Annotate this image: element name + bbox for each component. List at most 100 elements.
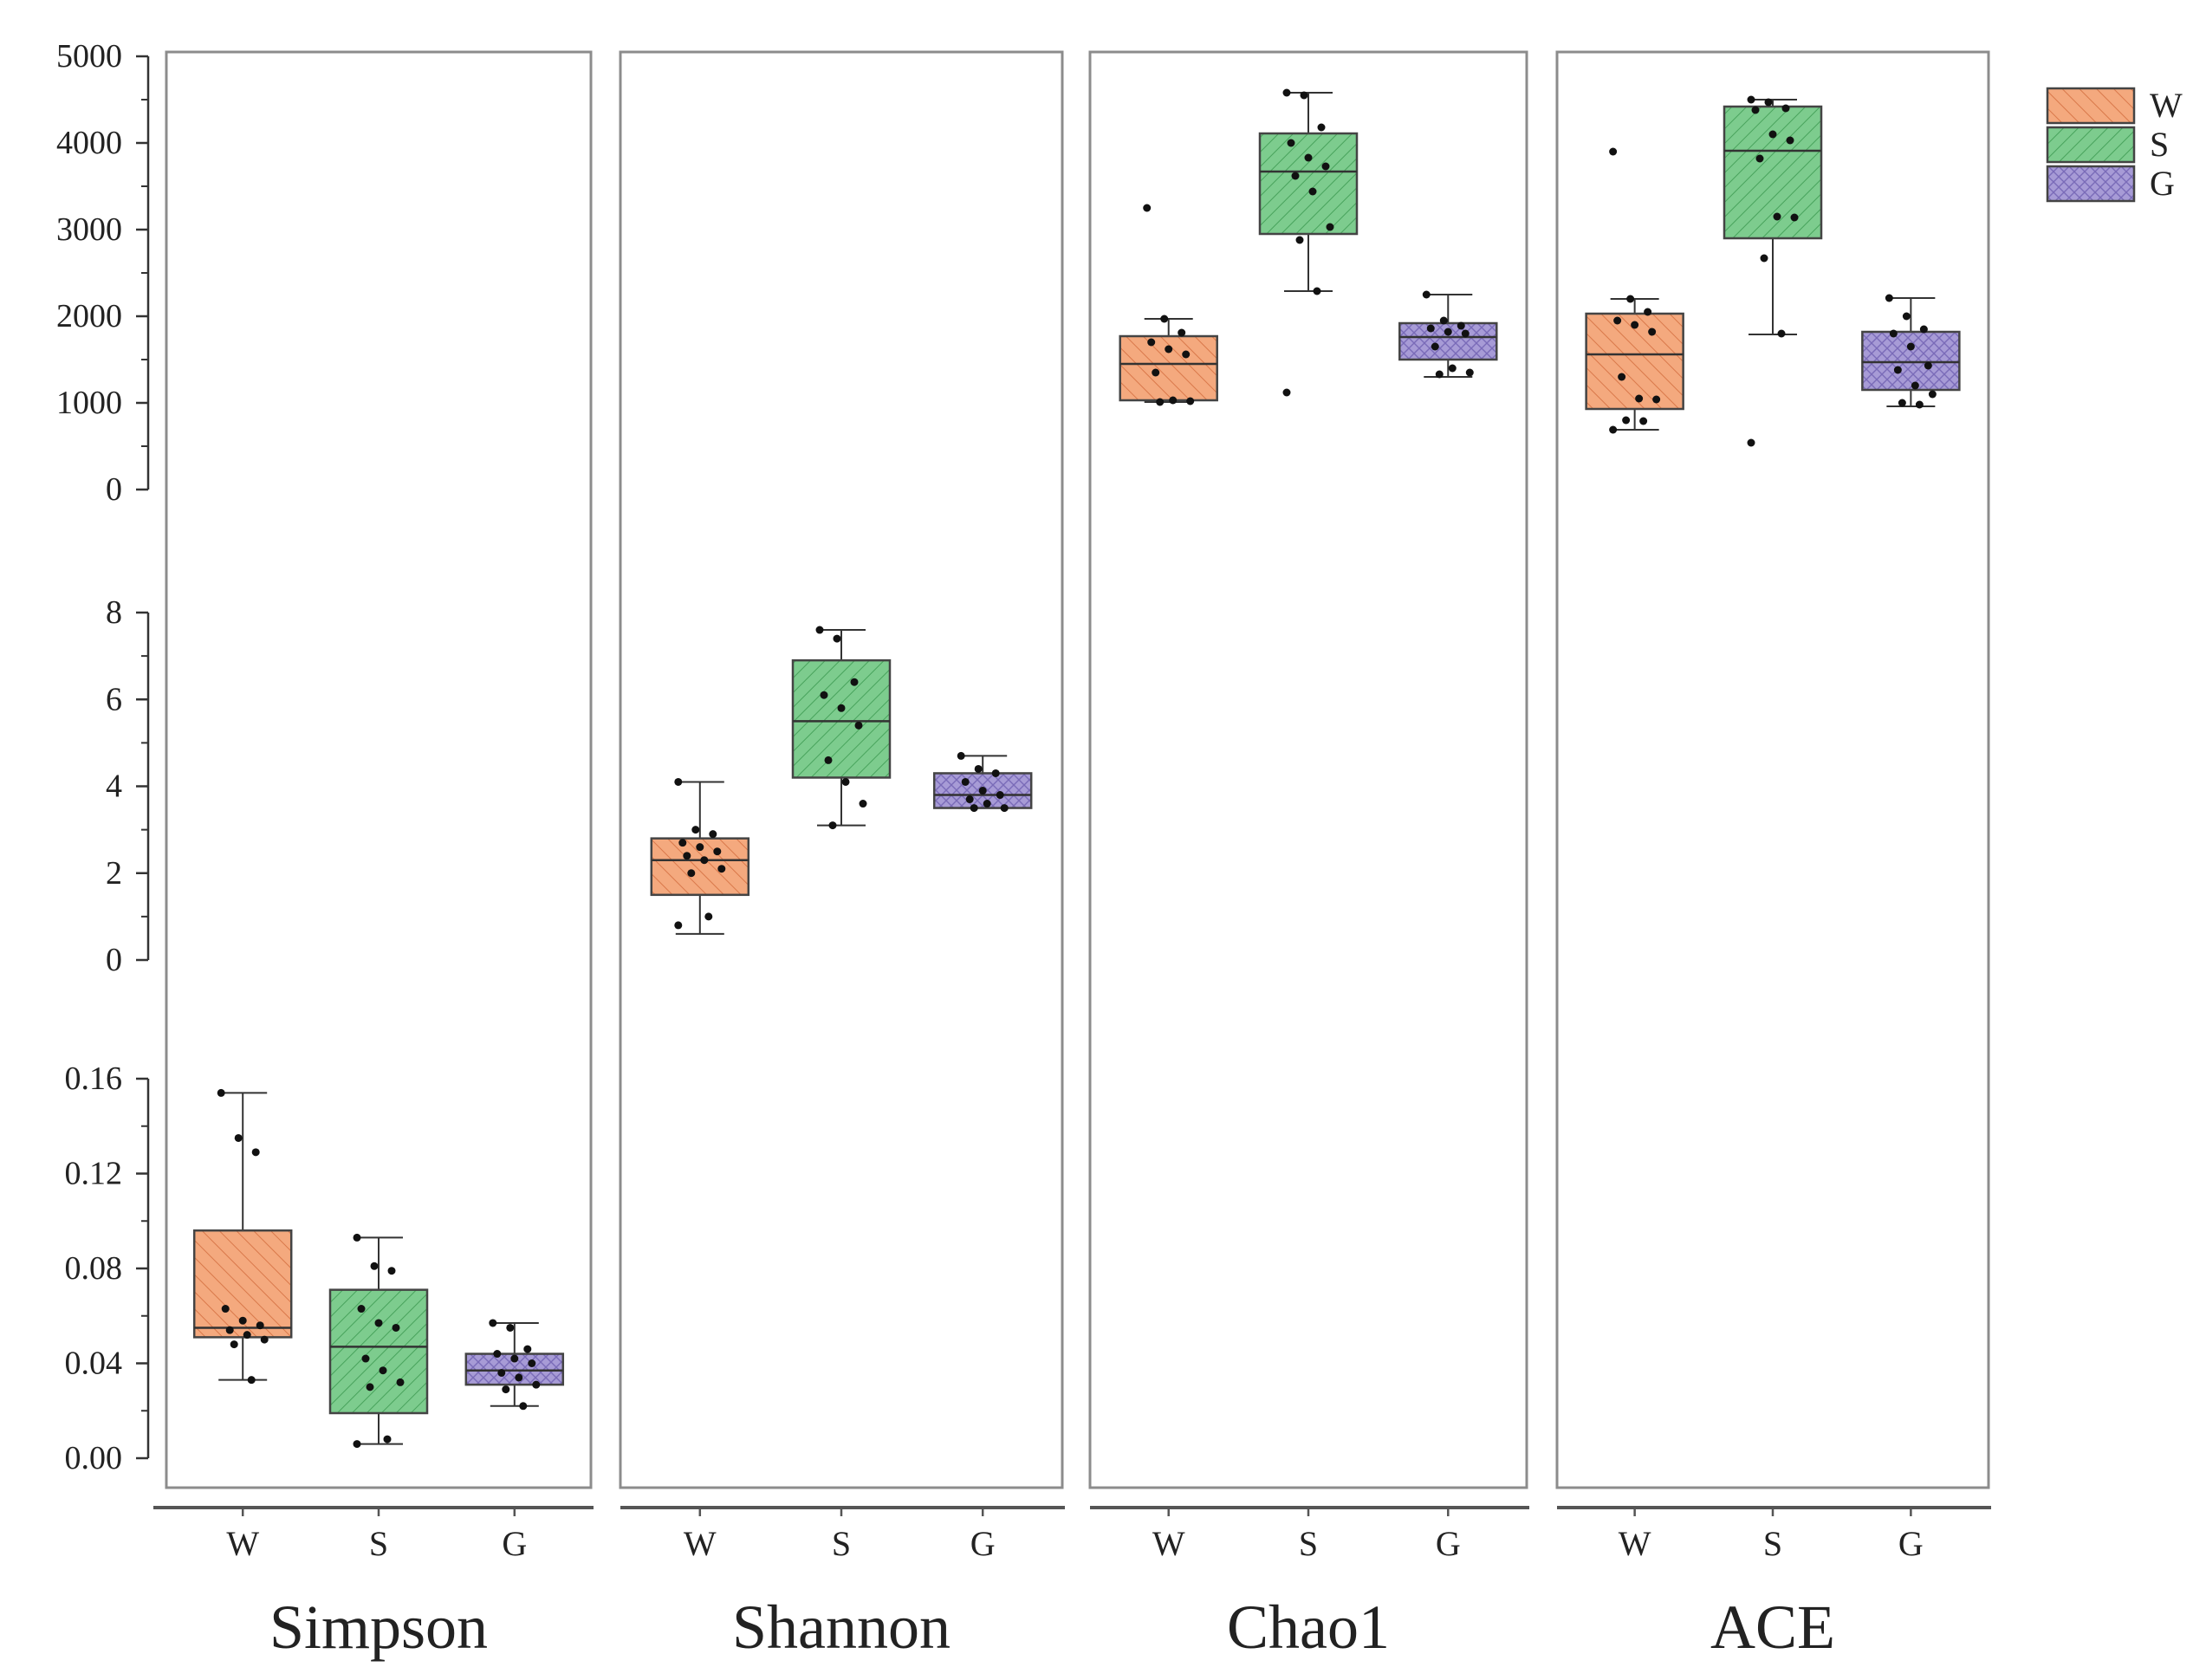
data-point [1889, 329, 1898, 338]
data-point [1626, 295, 1635, 303]
data-point [683, 852, 691, 860]
data-point [1000, 804, 1009, 813]
y-tick-label-shannon: 4 [106, 769, 122, 805]
data-point [704, 912, 713, 921]
data-point [1156, 398, 1165, 406]
data-point [353, 1440, 361, 1449]
data-point [502, 1385, 510, 1394]
data-point [1143, 204, 1152, 212]
data-point [1790, 213, 1799, 222]
data-point [510, 1354, 519, 1363]
y-tick-label-simpson: 0.16 [65, 1061, 123, 1097]
data-point [815, 626, 824, 634]
y-tick-label-richness: 3000 [56, 211, 122, 248]
box-ace-G [1861, 294, 1961, 409]
data-point [687, 869, 696, 878]
data-point [1282, 388, 1291, 397]
box-body [1585, 312, 1684, 411]
x-tick-label: G [502, 1524, 527, 1563]
legend-swatch-G [2046, 165, 2136, 203]
data-point [256, 1321, 264, 1330]
data-point [532, 1380, 541, 1389]
box-chao1-G [1398, 290, 1498, 379]
data-point [247, 1376, 256, 1385]
data-point [1287, 139, 1295, 147]
data-point [1435, 370, 1444, 379]
y-tick-label-simpson: 0.04 [65, 1346, 123, 1382]
data-point [1165, 345, 1173, 354]
data-point [1282, 88, 1291, 97]
data-point [528, 1359, 536, 1367]
data-point [1906, 342, 1915, 351]
box-chao1-S [1258, 88, 1359, 397]
data-point [366, 1383, 374, 1391]
data-point [1924, 361, 1932, 370]
data-point [1613, 316, 1622, 325]
x-tick-label: W [1152, 1524, 1185, 1563]
data-point [1300, 91, 1308, 100]
data-point [1609, 147, 1618, 156]
data-point [1760, 254, 1768, 263]
data-point [1618, 373, 1626, 381]
data-point [1426, 324, 1435, 333]
data-point [1461, 329, 1470, 338]
data-point [1648, 328, 1657, 336]
data-point [506, 1323, 515, 1332]
y-tick-label-richness: 2000 [56, 298, 122, 334]
data-point [1635, 394, 1644, 403]
data-point [709, 830, 717, 839]
data-point [1457, 321, 1465, 330]
data-point [983, 800, 991, 808]
data-point [1768, 130, 1777, 139]
y-tick-label-richness: 0 [106, 471, 122, 508]
data-point [1644, 308, 1652, 316]
data-point [1186, 397, 1195, 405]
y-tick-label-shannon: 0 [106, 942, 122, 978]
panel-frame-ace [1555, 50, 1990, 1489]
data-point [1182, 350, 1191, 359]
data-point [217, 1088, 225, 1097]
data-point [1295, 236, 1304, 244]
data-point [1885, 294, 1893, 302]
box-simpson-W [192, 1088, 293, 1385]
data-point [353, 1233, 361, 1242]
data-point [387, 1267, 396, 1275]
panel-title-ace: ACE [1710, 1592, 1835, 1662]
legend-label-W: W [2150, 86, 2183, 125]
data-point [392, 1323, 400, 1332]
data-point [1747, 95, 1755, 104]
data-point [260, 1335, 269, 1344]
y-tick-label-richness: 1000 [56, 385, 122, 421]
legend-label-S: S [2150, 125, 2169, 164]
x-tick-label: G [970, 1524, 996, 1563]
data-point [859, 800, 867, 808]
y-tick-label-simpson: 0.12 [65, 1156, 123, 1192]
data-point [357, 1305, 366, 1314]
data-point [978, 787, 987, 795]
data-point [243, 1331, 251, 1339]
data-point [379, 1366, 387, 1375]
box-shannon-G [932, 751, 1033, 813]
data-point [1751, 106, 1760, 114]
data-point [519, 1402, 528, 1411]
y-tick-label-shannon: 6 [106, 681, 122, 717]
data-point [824, 756, 833, 764]
box-body [1723, 105, 1823, 240]
data-point [696, 843, 704, 852]
data-point [1465, 368, 1474, 377]
data-point [1777, 329, 1786, 338]
y-tick-label-simpson: 0.00 [65, 1440, 123, 1476]
data-point [1622, 416, 1631, 425]
x-tick-label: S [1299, 1524, 1318, 1563]
data-point [497, 1368, 506, 1377]
data-point [1919, 325, 1928, 334]
panel-frame-simpson [165, 50, 593, 1489]
x-tick-label: S [369, 1524, 388, 1563]
y-tick-label-shannon: 2 [106, 855, 122, 892]
data-point [1781, 104, 1790, 113]
box-simpson-G [464, 1319, 565, 1411]
data-point [957, 751, 965, 760]
data-point [361, 1354, 370, 1363]
data-point [713, 847, 722, 856]
